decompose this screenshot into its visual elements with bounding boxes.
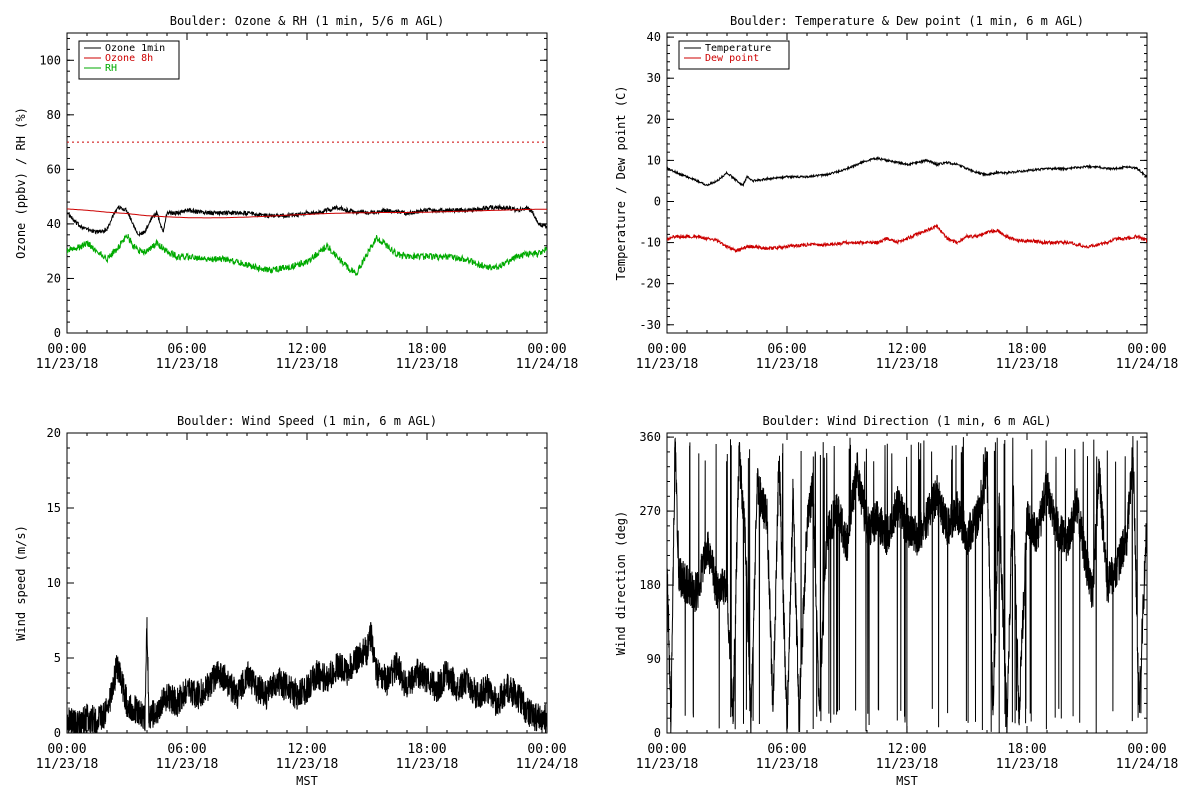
temp-legend-label: Temperature xyxy=(705,43,771,54)
ozone-xtick-label: 00:00 11/24/18 xyxy=(516,342,579,372)
temp-ytick-label: -10 xyxy=(639,236,661,250)
wdir-ytick-label: 0 xyxy=(654,726,661,740)
wdir-xtick-label: 00:00 11/24/18 xyxy=(1116,742,1179,772)
wdir-ytick-label: 270 xyxy=(639,504,661,518)
ozone-legend-label: Ozone 1min xyxy=(105,43,165,54)
temp-xtick-label: 06:00 11/23/18 xyxy=(756,342,819,372)
ozone-legend-box xyxy=(78,40,180,80)
wspd-ytick-label: 5 xyxy=(54,651,61,665)
wspd-series-line xyxy=(67,617,547,733)
wdir-xtick-label: 06:00 11/23/18 xyxy=(756,742,819,772)
wdir-series-line xyxy=(667,435,1147,733)
wspd-ytick-label: 20 xyxy=(47,426,61,440)
wspd-xtick-label: 00:00 11/23/18 xyxy=(36,742,99,772)
ozone-ytick-label: 60 xyxy=(47,162,61,176)
ozone-ylabel: Ozone (ppbv) / RH (%) xyxy=(14,107,28,259)
ozone-series-ozone-1min xyxy=(67,203,547,238)
wdir-xtick-label: 00:00 11/23/18 xyxy=(636,742,699,772)
temp-ytick-label: 10 xyxy=(647,153,661,167)
ozone-xtick-label: 00:00 11/23/18 xyxy=(36,342,99,372)
temp-legend-box xyxy=(678,40,790,70)
wspd-xtick-label: 18:00 11/23/18 xyxy=(396,742,459,772)
temp-ytick-label: -30 xyxy=(639,318,661,332)
temp-series-dew-point xyxy=(667,223,1147,254)
wspd-ylabel: Wind speed (m/s) xyxy=(14,525,28,641)
wspd-ytick-label: 15 xyxy=(47,501,61,515)
wspd-xtick-label: 00:00 11/24/18 xyxy=(516,742,579,772)
ozone-legend-label: RH xyxy=(105,63,117,74)
wind-direction-chart: Boulder: Wind Direction (1 min, 6 m AGL)… xyxy=(614,414,1178,788)
ozone-xtick-label: 18:00 11/23/18 xyxy=(396,342,459,372)
temp-title: Boulder: Temperature & Dew point (1 min,… xyxy=(730,14,1084,28)
ozone-title: Boulder: Ozone & RH (1 min, 5/6 m AGL) xyxy=(170,14,445,28)
temp-ytick-label: 40 xyxy=(647,30,661,44)
temp-xtick-label: 12:00 11/23/18 xyxy=(876,342,939,372)
wspd-xlabel: MST xyxy=(296,774,318,788)
wdir-ylabel: Wind direction (deg) xyxy=(614,511,628,656)
temp-ytick-label: 0 xyxy=(654,194,661,208)
wdir-ytick-label: 90 xyxy=(647,652,661,666)
wspd-ytick-label: 10 xyxy=(47,576,61,590)
ozone-ytick-label: 100 xyxy=(39,53,61,67)
wind-speed-chart: Boulder: Wind Speed (1 min, 6 m AGL) 0 5 10… xyxy=(14,414,578,788)
wdir-xtick-label: 18:00 11/23/18 xyxy=(996,742,1059,772)
wdir-ytick-label: 180 xyxy=(639,578,661,592)
temp-ytick-label: 20 xyxy=(647,112,661,126)
ozone-rh-chart: Boulder: Ozone & RH (1 min, 5/6 m AGL) 0 2… xyxy=(14,14,578,372)
temp-ylabel: Temperature / Dew point (C) xyxy=(614,85,628,280)
ozone-xtick-label: 12:00 11/23/18 xyxy=(276,342,339,372)
wdir-xlabel: MST xyxy=(896,774,918,788)
temp-series-temperature xyxy=(667,156,1147,188)
temp-xtick-label: 00:00 11/23/18 xyxy=(636,342,699,372)
temp-ytick-label: 30 xyxy=(647,71,661,85)
wdir-title: Boulder: Wind Direction (1 min, 6 m AGL) xyxy=(763,414,1052,428)
wspd-title: Boulder: Wind Speed (1 min, 6 m AGL) xyxy=(177,414,437,428)
wdir-ytick-label: 360 xyxy=(639,430,661,444)
ozone-legend-label: Ozone 8h xyxy=(105,53,153,64)
temp-ytick-label: -20 xyxy=(639,277,661,291)
ozone-ytick-label: 80 xyxy=(47,108,61,122)
ozone-series-ozone-8h xyxy=(67,208,547,219)
temperature-dewpoint-chart: Boulder: Temperature & Dew point (1 min,… xyxy=(614,14,1178,372)
temp-legend-label: Dew point xyxy=(705,53,759,64)
temp-xtick-label: 00:00 11/24/18 xyxy=(1116,342,1179,372)
wspd-xtick-label: 06:00 11/23/18 xyxy=(156,742,219,772)
temp-xtick-label: 18:00 11/23/18 xyxy=(996,342,1059,372)
wspd-ytick-label: 0 xyxy=(54,726,61,740)
wspd-xtick-label: 12:00 11/23/18 xyxy=(276,742,339,772)
wdir-xtick-label: 12:00 11/23/18 xyxy=(876,742,939,772)
ozone-ytick-label: 40 xyxy=(47,217,61,231)
ozone-ytick-label: 20 xyxy=(47,271,61,285)
ozone-xtick-label: 06:00 11/23/18 xyxy=(156,342,219,372)
ozone-ytick-label: 0 xyxy=(54,326,61,340)
ozone-series-rh xyxy=(67,233,547,276)
